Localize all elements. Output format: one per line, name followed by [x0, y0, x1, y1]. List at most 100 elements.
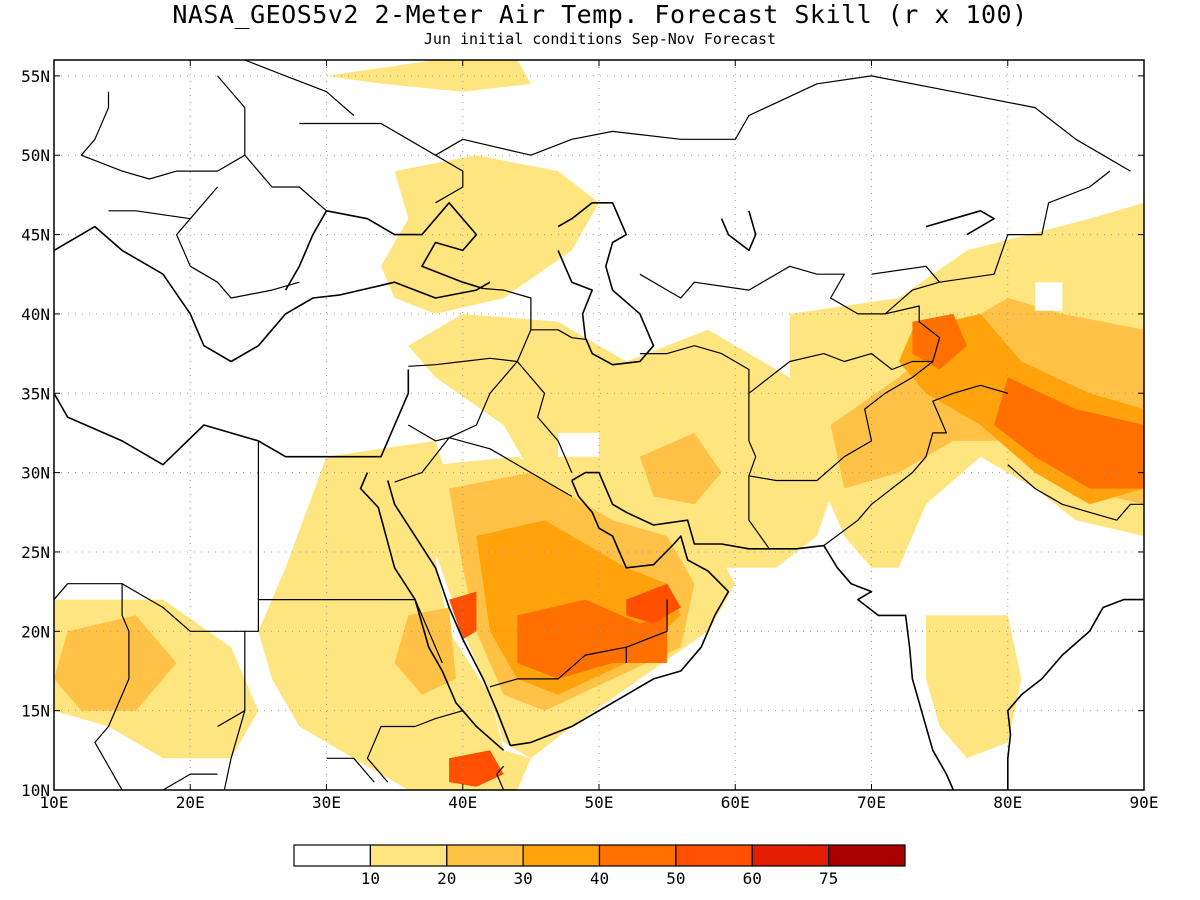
colorbar: 10 20 30 40 50 60 75 — [293, 844, 906, 888]
country-border — [162, 773, 218, 790]
skill-region-20 — [54, 615, 177, 711]
map-title: NASA_GEOS5v2 2-Meter Air Temp. Forecast … — [172, 0, 1028, 29]
country-border — [414, 710, 477, 728]
country-border — [408, 357, 518, 367]
country-border — [639, 345, 750, 394]
country-border — [884, 170, 1111, 315]
country-border — [435, 75, 1131, 172]
coastline — [823, 545, 955, 790]
coastline — [54, 369, 410, 466]
country-border — [244, 60, 355, 116]
country-border — [54, 583, 245, 632]
skill-region-40 — [517, 599, 668, 679]
lon-tick-label: 30E — [312, 793, 341, 812]
skill-region-10 — [326, 60, 531, 92]
lat-tick-label: 30N — [21, 464, 50, 483]
colorbar-swatch — [293, 844, 372, 867]
coastline — [720, 210, 757, 252]
coastline — [284, 202, 484, 291]
lat-tick-label: 15N — [21, 702, 50, 721]
country-border — [366, 725, 416, 783]
colorbar-swatch — [369, 844, 448, 867]
country-border — [80, 75, 246, 180]
country-border — [326, 757, 375, 783]
lon-tick-label: 80E — [993, 793, 1022, 812]
country-border — [748, 361, 934, 482]
skill-region-20 — [639, 432, 722, 505]
skill-region-10 — [408, 313, 845, 568]
colorbar-label: 75 — [819, 869, 838, 888]
axis-ticks: 10E 20E 30E 40E 50E 60E 70E 80E 90E 10N 15N 20N 25N 3… — [21, 60, 1158, 812]
coastline — [925, 210, 995, 236]
lon-tick-label: 50E — [585, 793, 614, 812]
lat-tick-label: 40N — [21, 305, 50, 324]
lon-tick-label: 60E — [721, 793, 750, 812]
country-border — [489, 646, 627, 688]
country-border — [871, 265, 941, 283]
lon-tick-label: 10E — [40, 793, 69, 812]
skill-region-50 — [449, 750, 504, 787]
skill-region-10 — [926, 615, 1022, 759]
country-border — [483, 287, 532, 362]
country-border — [748, 393, 770, 550]
country-border — [448, 437, 573, 497]
country-border — [108, 210, 191, 220]
coastline — [1006, 598, 1144, 790]
lat-tick-label: 25N — [21, 543, 50, 562]
country-border — [639, 265, 941, 362]
colorbar-swatch — [522, 844, 601, 867]
lon-tick-label: 90E — [1130, 793, 1159, 812]
country-border — [496, 765, 518, 790]
lat-tick-label: 10N — [21, 781, 50, 800]
colorbar-swatch — [446, 844, 524, 867]
country-border — [516, 361, 573, 473]
skill-region-40 — [994, 377, 1144, 489]
map-subtitle: Jun initial conditions Sep-Nov Forecast — [423, 30, 777, 48]
country-border — [223, 710, 246, 790]
skill-region-50 — [449, 591, 477, 640]
country-border — [94, 583, 130, 790]
skill-region-10 — [381, 155, 599, 314]
skill-shading — [54, 60, 1144, 790]
skill-region-10 — [258, 440, 531, 790]
gridlines — [54, 60, 1144, 790]
colorbar-label: 10 — [361, 869, 380, 888]
country-border — [625, 599, 668, 663]
colorbar-swatch — [751, 844, 830, 867]
country-border — [748, 353, 933, 394]
colorbar-label: 40 — [590, 869, 609, 888]
country-border — [217, 598, 416, 728]
country-border — [176, 186, 300, 299]
country-border — [1116, 503, 1144, 521]
colorbar-label: 50 — [666, 869, 685, 888]
colorbar-swatch — [827, 844, 906, 867]
country-border — [394, 437, 450, 483]
colorbar-label: 30 — [513, 869, 532, 888]
lat-tick-label: 20N — [21, 622, 50, 641]
blank-area — [1035, 282, 1063, 311]
blank-area — [558, 432, 599, 457]
country-border — [687, 559, 709, 572]
country-border — [1007, 464, 1117, 521]
lat-tick-label: 35N — [21, 384, 50, 403]
lon-tick-label: 70E — [857, 793, 886, 812]
colorbar-label: 60 — [743, 869, 762, 888]
country-border — [414, 599, 443, 664]
coastline — [557, 202, 655, 366]
lat-tick-label: 45N — [21, 226, 50, 245]
country-border — [244, 154, 327, 212]
coastline — [54, 225, 491, 363]
lat-tick-label: 50N — [21, 146, 50, 165]
colorbar-label: 20 — [437, 869, 456, 888]
lon-tick-label: 40E — [448, 793, 477, 812]
country-border — [407, 361, 518, 442]
colorbar-swatch — [598, 844, 677, 867]
country-borders — [54, 60, 1144, 790]
country-border — [823, 384, 1008, 547]
colorbar-swatch — [675, 844, 753, 867]
lat-tick-label: 55N — [21, 67, 50, 86]
lon-tick-label: 20E — [176, 793, 205, 812]
coastline — [387, 480, 512, 746]
skill-region-20 — [394, 607, 456, 695]
